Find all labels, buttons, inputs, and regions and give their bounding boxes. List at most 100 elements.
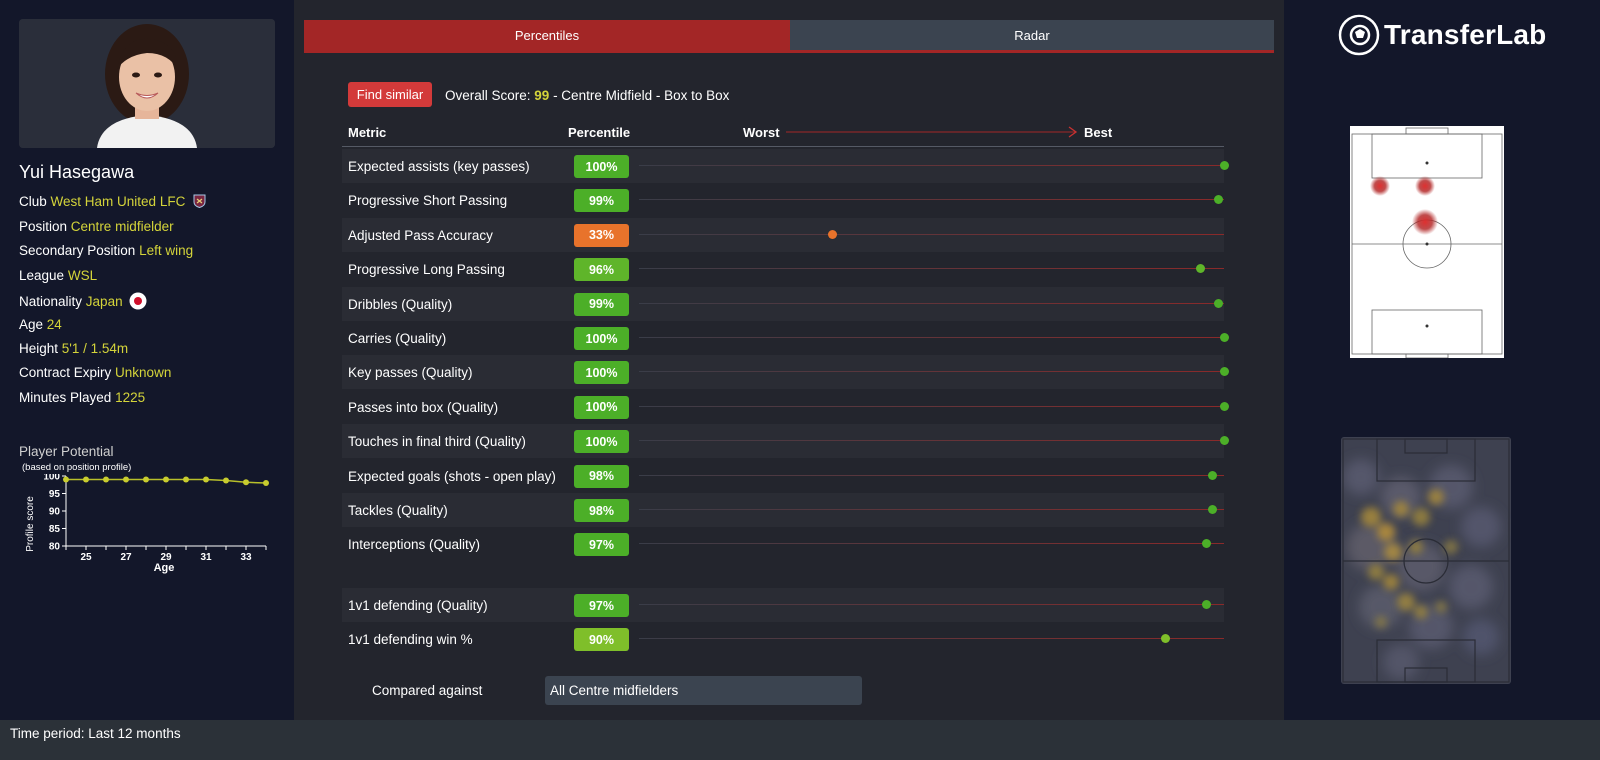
metric-name: Progressive Short Passing (348, 193, 508, 209)
position-pitch (1350, 126, 1504, 358)
metric-name: Dribbles (Quality) (348, 296, 453, 312)
potential-point (203, 476, 209, 483)
metric-row: Adjusted Pass Accuracy 33% (342, 217, 1224, 252)
percentile-badge: 100% (574, 327, 629, 350)
percentile-track (639, 543, 1224, 545)
info-age: Age 24 (19, 317, 62, 332)
info-label: Height (19, 341, 59, 356)
percentile-badge: 100% (574, 361, 629, 385)
compared-against-select[interactable]: All Centre midfielders (545, 676, 862, 705)
percentile-dot (1219, 333, 1229, 342)
info-label: Position (19, 219, 68, 234)
info-value: 24 (46, 317, 62, 332)
info-minutes: Minutes Played 1225 (19, 390, 145, 405)
potential-point (123, 476, 129, 483)
percentile-dot (1219, 161, 1229, 170)
status-bar: Time period: Last 12 months (0, 720, 1600, 760)
info-label: Secondary Position (19, 243, 136, 258)
info-label: Contract Expiry (19, 365, 112, 380)
club-link[interactable]: West Ham United LFC (50, 194, 186, 209)
japan-flag-icon (129, 292, 147, 313)
info-value: Japan (85, 294, 123, 309)
x-tick-label: 31 (200, 552, 212, 563)
metric-name: Key passes (Quality) (348, 365, 473, 381)
info-label: League (19, 268, 65, 283)
percentile-track (639, 638, 1224, 640)
percentile-dot (1161, 634, 1170, 644)
potential-point (183, 476, 189, 483)
league-link[interactable]: WSL (67, 268, 98, 283)
info-secondary-position: Secondary Position Left wing (19, 243, 193, 258)
metric-row: Expected assists (key passes) 100% (342, 149, 1229, 183)
info-label: Club (19, 194, 47, 209)
percentile-track (639, 371, 1224, 373)
metric-name: Touches in final third (Quality) (348, 434, 526, 450)
find-similar-button[interactable]: Find similar (348, 82, 432, 107)
percentile-badge: 99% (574, 292, 629, 316)
percentile-track (639, 604, 1224, 605)
y-tick-label: 80 (49, 542, 61, 553)
info-contract: Contract Expiry Unknown (19, 365, 171, 380)
info-label: Minutes Played (19, 390, 112, 405)
metric-row: Progressive Long Passing 96% (342, 252, 1224, 286)
tab-percentiles[interactable]: Percentiles (304, 20, 790, 50)
percentile-badge: 98% (574, 464, 629, 488)
metric-row: Interceptions (Quality) 97% (342, 527, 1224, 561)
metric-row: Tackles (Quality) 98% (342, 493, 1224, 527)
percentile-dot (1207, 505, 1217, 514)
info-value: 1225 (115, 390, 146, 405)
percentile-badge: 99% (574, 189, 629, 213)
overall-suffix: - Centre Midfield - Box to Box (549, 88, 730, 103)
percentile-track (639, 405, 1224, 407)
percentile-dot (827, 229, 837, 239)
metric-name: 1v1 defending win % (348, 632, 473, 648)
pitch-panel: TransferLab (1284, 0, 1600, 735)
percentile-track (639, 199, 1224, 201)
tab-radar[interactable]: Radar (790, 20, 1274, 50)
metric-row: Key passes (Quality) 100% (342, 355, 1229, 390)
transferlab-logo-icon (1338, 14, 1380, 56)
percentile-dot (1219, 367, 1229, 377)
percentile-track (639, 440, 1224, 442)
metric-row: Dribbles (Quality) 99% (342, 286, 1224, 321)
info-club: Club West Ham United LFC (19, 194, 206, 211)
metric-name: Expected assists (key passes) (348, 159, 530, 174)
x-tick-label: 33 (240, 552, 252, 563)
x-tick-label: 27 (120, 552, 132, 563)
logo-text: TransferLab (1384, 19, 1547, 50)
percentile-badge: 100% (574, 395, 629, 419)
header-percentile: Percentile (568, 125, 631, 140)
y-tick-label: 85 (49, 524, 61, 535)
percentile-dot (1196, 264, 1206, 274)
header-metric: Metric (348, 125, 387, 140)
metric-row: Carries (Quality) 100% (342, 321, 1229, 355)
percentile-badge: 33% (574, 223, 629, 247)
potential-point (223, 477, 229, 484)
y-tick-label: 100 (43, 474, 60, 483)
metric-row: 1v1 defending win % 90% (342, 622, 1224, 656)
percentile-track (639, 474, 1224, 476)
percentile-dot (1201, 539, 1211, 549)
metric-row: Passes into box (Quality) 100% (342, 390, 1229, 424)
x-tick-label: 29 (160, 552, 172, 563)
percentile-badge: 97% (574, 594, 629, 617)
metric-row: Expected goals (shots - open play) 98% (342, 459, 1224, 493)
info-value: Centre midfielder (70, 219, 174, 234)
potential-chart: Profile score 100 95 90 85 80 25 27 29 31 33 Age (25, 474, 269, 574)
percentile-badge: 98% (574, 499, 629, 522)
info-label: Nationality (19, 294, 83, 309)
heatmap-pitch (1341, 437, 1511, 684)
metric-name: Adjusted Pass Accuracy (348, 227, 493, 243)
metric-row: Progressive Short Passing 99% (342, 183, 1224, 217)
worst-best-arrow-icon (786, 126, 1078, 138)
metric-name: Tackles (Quality) (348, 503, 448, 518)
potential-point (143, 476, 149, 483)
percentile-track (639, 337, 1224, 338)
potential-title: Player Potential (19, 444, 114, 459)
y-tick-label: 90 (49, 507, 61, 518)
info-value: 5'1 / 1.54m (61, 341, 129, 356)
club-badge-icon (193, 194, 206, 211)
potential-point (83, 476, 89, 483)
overall-prefix: Overall Score: (445, 88, 535, 103)
compared-label: Compared against (372, 683, 483, 698)
